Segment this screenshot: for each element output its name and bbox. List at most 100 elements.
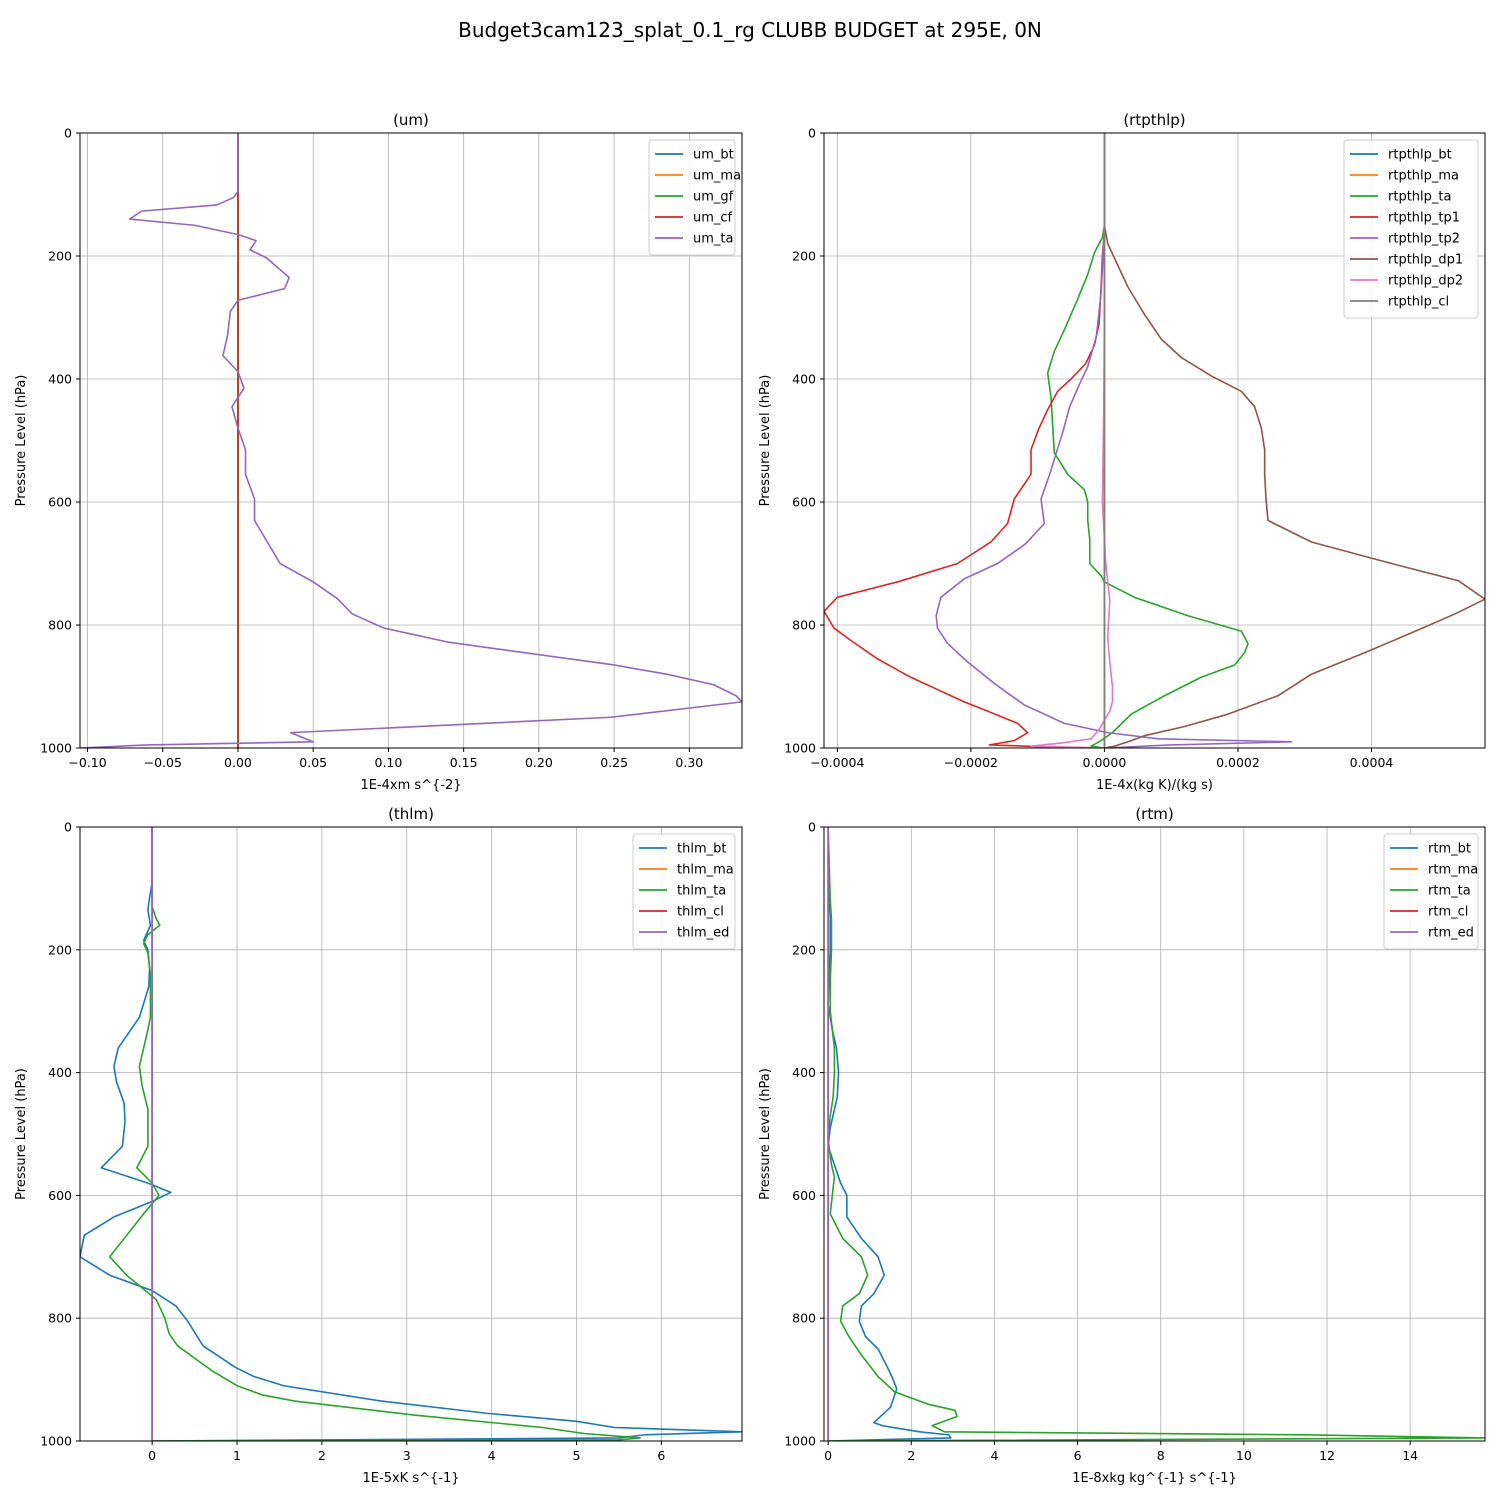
x-tick-label: −0.0002 [944, 755, 998, 770]
x-tick-label: 12 [1319, 1448, 1335, 1463]
series-line-rtpthlp_tp2 [935, 133, 1293, 748]
series-line-rtpthlp_ta [1046, 133, 1249, 748]
legend-entry-rtpthlp_ta: rtpthlp_ta [1388, 190, 1451, 205]
x-tick-label: 14 [1402, 1448, 1418, 1463]
x-tick-label: −0.05 [144, 755, 182, 770]
axes-frame [823, 132, 1486, 749]
panel-1: −0.0004 −0.0002 0.0000 0.0002 0.0004 0 200 400 6… [758, 111, 1486, 793]
legend-entry-rtm_ta: rtm_ta [1428, 884, 1471, 899]
legend-entry-rtpthlp_bt: rtpthlp_bt [1388, 148, 1452, 163]
x-axis-label: 1E-5xK s^{-1} [363, 1471, 460, 1486]
y-axis-label: Pressure Level (hPa) [14, 375, 29, 507]
x-tick-label: 0.00 [224, 755, 252, 770]
panel-title: (rtm) [1135, 805, 1173, 823]
y-axis-label: Pressure Level (hPa) [758, 1068, 773, 1200]
y-axis-label: Pressure Level (hPa) [14, 1068, 29, 1200]
x-tick-label: 4 [488, 1448, 496, 1463]
series-line-thlm_ta [108, 827, 641, 1441]
x-axis-label: 1E-8xkg kg^{-1} s^{-1} [1072, 1471, 1237, 1486]
x-tick-label: 10 [1236, 1448, 1252, 1463]
legend-entry-thlm_ta: thlm_ta [677, 884, 726, 899]
panel-title: (thlm) [388, 805, 434, 823]
x-tick-label: 8 [1157, 1448, 1165, 1463]
y-tick-label: 800 [792, 1311, 816, 1326]
y-tick-label: 400 [48, 1065, 72, 1080]
y-axis-label: Pressure Level (hPa) [758, 375, 773, 507]
x-tick-label: 0.10 [375, 755, 403, 770]
x-tick-label: 1 [233, 1448, 241, 1463]
x-tick-label: 2 [318, 1448, 326, 1463]
legend-box [1383, 833, 1479, 950]
y-tick-label: 1000 [40, 741, 72, 756]
y-tick-label: 0 [64, 820, 72, 835]
series-group [827, 827, 1485, 1441]
legend-entry-rtpthlp_tp2: rtpthlp_tp2 [1388, 232, 1460, 247]
legend-box [1343, 139, 1479, 319]
legend-entry-um_ma: um_ma [693, 169, 741, 184]
x-tick-label: 0.15 [450, 755, 478, 770]
x-tick-label: 0 [148, 1448, 156, 1463]
x-tick-label: 6 [657, 1448, 665, 1463]
legend: rtm_bt rtm_ma rtm_ta rtm_cl rtm_ed [1383, 833, 1479, 950]
x-tick-label: 0.30 [675, 755, 703, 770]
legend-entry-thlm_ed: thlm_ed [677, 926, 729, 941]
y-tick-label: 600 [48, 1188, 72, 1203]
x-tick-label: 0.05 [299, 755, 327, 770]
legend-entry-thlm_bt: thlm_bt [677, 842, 726, 857]
x-tick-label: 0.25 [600, 755, 628, 770]
series-group [824, 133, 1485, 748]
y-tick-label: 0 [808, 126, 816, 141]
x-tick-label: 4 [990, 1448, 998, 1463]
y-tick-label: 1000 [784, 741, 816, 756]
y-tick-label: 400 [792, 372, 816, 387]
legend: rtpthlp_bt rtpthlp_ma rtpthlp_ta rtpthlp_tp… [1343, 139, 1479, 319]
panels: −0.10 −0.05 0.00 0.05 0.10 0.15 0.20 0.25 0.30 0 2… [14, 111, 1486, 1486]
y-tick-label: 800 [792, 618, 816, 633]
series-line-um_ta [80, 133, 742, 748]
series-group [80, 827, 742, 1441]
legend-box [632, 833, 736, 950]
y-tick-label: 200 [48, 249, 72, 264]
x-axis-label: 1E-4xm s^{-2} [360, 778, 461, 793]
panel-2: 0 1 2 3 4 5 6 0 200 400 600 800 1000 (thlm) 1E-5xK s^{… [14, 805, 743, 1486]
x-tick-label: −0.0004 [810, 755, 864, 770]
legend-entry-um_cf: um_cf [693, 211, 733, 226]
y-tick-label: 600 [792, 495, 816, 510]
x-tick-label: 6 [1074, 1448, 1082, 1463]
x-tick-label: 0.0002 [1216, 755, 1260, 770]
y-tick-label: 1000 [784, 1434, 816, 1449]
legend-entry-thlm_ma: thlm_ma [677, 863, 734, 878]
y-tick-label: 200 [48, 942, 72, 957]
x-tick-label: 0.0004 [1350, 755, 1394, 770]
legend: um_bt um_ma um_gf um_cf um_ta [648, 139, 741, 256]
y-tick-label: 400 [792, 1065, 816, 1080]
y-tick-label: 800 [48, 1311, 72, 1326]
x-tick-label: 5 [573, 1448, 581, 1463]
legend-box [648, 139, 736, 256]
legend-entry-um_gf: um_gf [693, 190, 734, 205]
x-tick-label: 0 [824, 1448, 832, 1463]
axes-frame [79, 132, 743, 749]
axes-frame [79, 826, 743, 1442]
y-tick-label: 400 [48, 372, 72, 387]
legend-entry-rtpthlp_dp2: rtpthlp_dp2 [1388, 274, 1463, 289]
x-tick-label: −0.10 [68, 755, 106, 770]
series-line-rtm_ta [827, 827, 1485, 1441]
x-tick-label: 3 [403, 1448, 411, 1463]
panel-title: (um) [393, 111, 429, 129]
legend-entry-um_bt: um_bt [693, 148, 734, 163]
legend-entry-rtpthlp_tp1: rtpthlp_tp1 [1388, 211, 1460, 226]
legend-entry-thlm_cl: thlm_cl [677, 905, 724, 920]
axes-frame [823, 826, 1486, 1442]
panel-title: (rtpthlp) [1123, 111, 1185, 129]
series-line-rtpthlp_dp1 [1103, 133, 1485, 748]
legend-entry-um_ta: um_ta [693, 232, 733, 247]
legend-entry-rtm_ed: rtm_ed [1428, 926, 1474, 941]
legend-entry-rtm_ma: rtm_ma [1428, 863, 1478, 878]
legend-entry-rtpthlp_ma: rtpthlp_ma [1388, 169, 1459, 184]
legend-entry-rtm_bt: rtm_bt [1428, 842, 1471, 857]
legend-entry-rtpthlp_cl: rtpthlp_cl [1388, 295, 1449, 310]
x-tick-label: 0.0000 [1083, 755, 1127, 770]
legend-entry-rtm_cl: rtm_cl [1428, 905, 1468, 920]
figure-title: Budget3cam123_splat_0.1_rg CLUBB BUDGET … [458, 18, 1042, 42]
